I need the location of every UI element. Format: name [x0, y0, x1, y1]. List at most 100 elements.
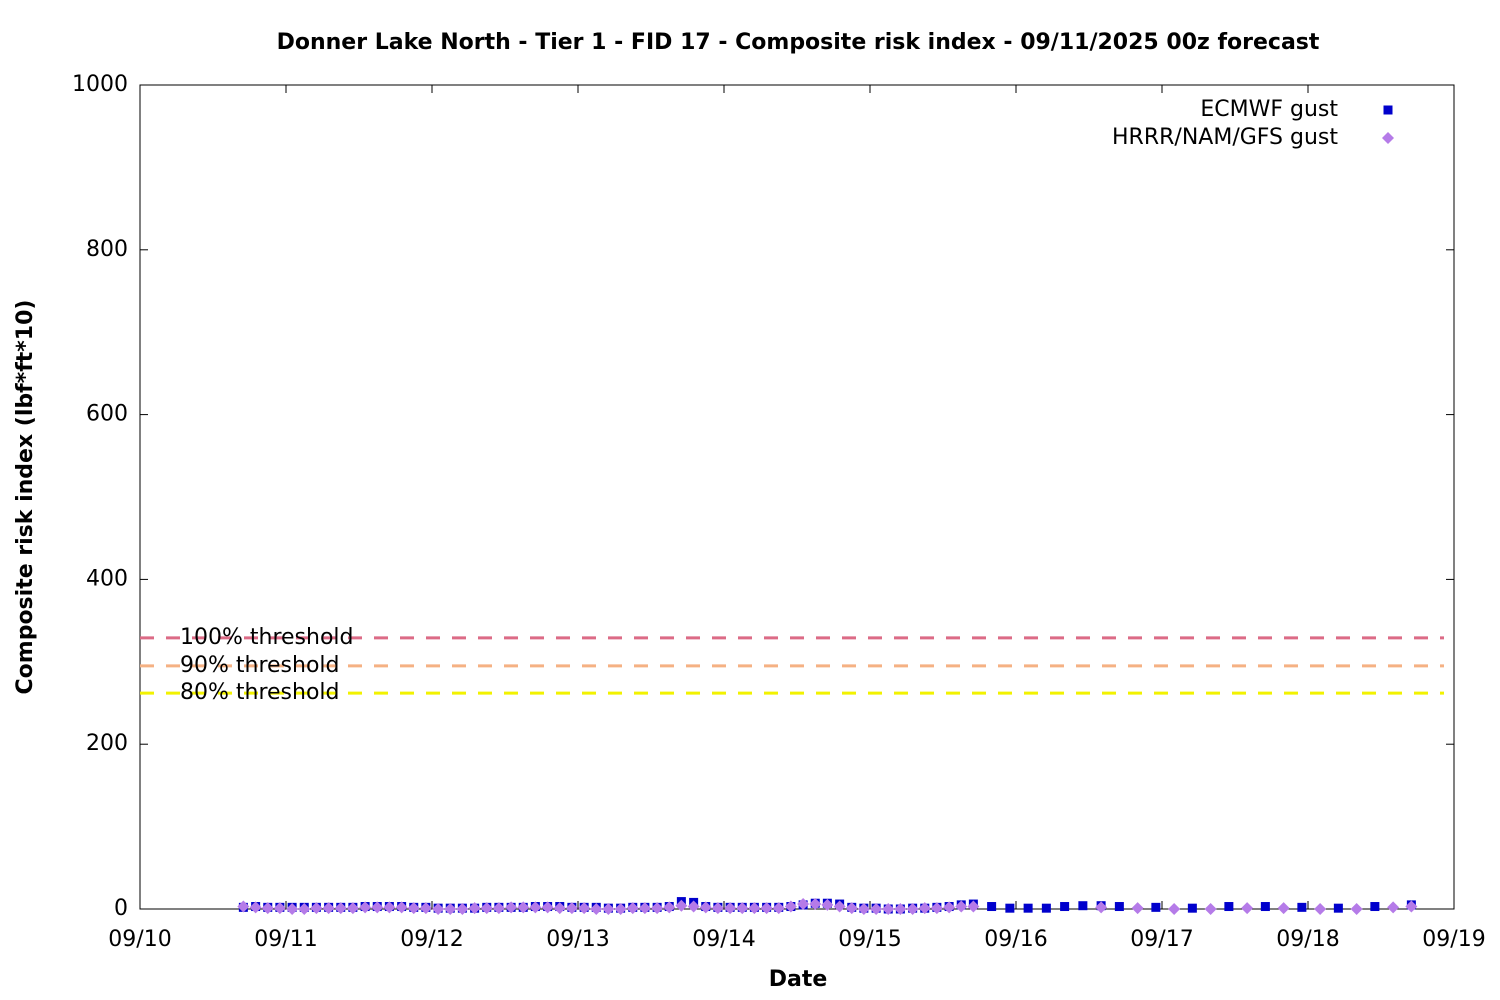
x-tick-label: 09/17	[1130, 927, 1193, 952]
legend-label: HRRR/NAM/GFS gust	[1112, 125, 1338, 150]
data-point	[407, 902, 420, 915]
data-point	[967, 900, 980, 913]
data-point	[797, 898, 810, 911]
data-point	[432, 903, 445, 915]
data-point	[359, 901, 372, 914]
data-point	[1260, 902, 1270, 912]
data-point	[626, 902, 639, 915]
data-point	[724, 902, 737, 915]
data-point	[1078, 901, 1088, 911]
data-point	[614, 903, 627, 915]
y-tick-label: 1000	[72, 72, 128, 97]
legend-marker	[1383, 105, 1393, 115]
y-tick-label: 800	[86, 237, 128, 262]
data-point	[371, 901, 384, 914]
data-point	[1023, 903, 1033, 913]
threshold-label: 100% threshold	[180, 625, 354, 650]
legend-marker	[1382, 132, 1394, 144]
data-point	[1168, 903, 1181, 915]
x-tick-label: 09/11	[254, 927, 317, 952]
data-point	[1151, 902, 1161, 912]
data-point	[1297, 902, 1307, 912]
x-tick-label: 09/12	[400, 927, 463, 952]
data-point	[1333, 903, 1343, 913]
data-point	[943, 901, 956, 914]
data-point	[346, 902, 359, 915]
data-point	[322, 902, 335, 915]
data-point	[298, 903, 311, 915]
data-point	[419, 902, 432, 915]
data-point	[565, 902, 578, 915]
data-point	[870, 903, 883, 915]
data-point	[480, 902, 493, 915]
data-point	[590, 903, 603, 915]
data-point	[1131, 902, 1144, 915]
y-tick-label: 0	[114, 896, 128, 921]
data-point	[1370, 902, 1380, 912]
data-point	[833, 900, 846, 913]
data-point	[1277, 902, 1290, 915]
data-point	[1314, 903, 1327, 915]
data-point	[772, 902, 785, 915]
data-point	[541, 901, 554, 914]
data-point	[505, 901, 518, 914]
data-point	[821, 898, 834, 911]
x-tick-label: 09/16	[984, 927, 1047, 952]
data-point	[784, 900, 797, 913]
data-point	[1204, 903, 1217, 915]
data-point	[602, 903, 615, 915]
chart-title: Donner Lake North - Tier 1 - FID 17 - Co…	[277, 30, 1320, 55]
data-point	[1114, 902, 1124, 912]
data-point	[383, 901, 396, 914]
data-point	[638, 902, 651, 915]
x-tick-label: 09/13	[546, 927, 609, 952]
plot-frame	[139, 84, 1455, 910]
data-point	[1224, 902, 1234, 912]
y-tick-label: 200	[86, 731, 128, 756]
data-point	[1060, 902, 1070, 912]
data-point	[687, 900, 700, 913]
threshold-label: 90% threshold	[180, 653, 340, 678]
data-point	[1241, 902, 1254, 915]
data-point	[517, 901, 530, 914]
data-point	[894, 903, 907, 915]
data-point	[456, 903, 469, 915]
data-point	[1187, 903, 1197, 913]
data-point	[237, 900, 250, 913]
data-point	[1005, 903, 1015, 913]
x-tick-label: 09/18	[1276, 927, 1339, 952]
threshold-label: 80% threshold	[180, 680, 340, 705]
data-point	[736, 902, 749, 915]
data-point	[857, 903, 870, 915]
data-point	[1350, 903, 1363, 915]
x-tick-label: 09/14	[692, 927, 755, 952]
data-point	[699, 901, 712, 914]
legend-label: ECMWF gust	[1200, 97, 1338, 122]
data-point	[1041, 903, 1051, 913]
data-point	[675, 899, 688, 912]
data-point	[930, 902, 943, 915]
data-point	[395, 901, 408, 914]
data-point	[760, 902, 773, 915]
data-point	[529, 901, 542, 914]
data-point	[249, 901, 262, 914]
y-tick-label: 400	[86, 566, 128, 591]
data-point	[334, 902, 347, 915]
data-point	[553, 902, 566, 915]
x-tick-label: 09/19	[1422, 927, 1485, 952]
data-point	[845, 902, 858, 915]
data-point	[1405, 900, 1418, 913]
data-point	[1095, 901, 1108, 914]
data-point	[261, 902, 274, 915]
x-tick-label: 09/10	[108, 927, 171, 952]
data-point	[809, 898, 822, 911]
data-point	[286, 903, 299, 915]
data-point	[1387, 901, 1400, 914]
y-tick-label: 600	[86, 402, 128, 427]
y-axis-label: Composite risk index (lbf*ft*10)	[13, 300, 38, 695]
data-point	[918, 902, 931, 915]
data-point	[663, 901, 676, 914]
data-point	[748, 902, 761, 915]
data-point	[492, 902, 505, 915]
